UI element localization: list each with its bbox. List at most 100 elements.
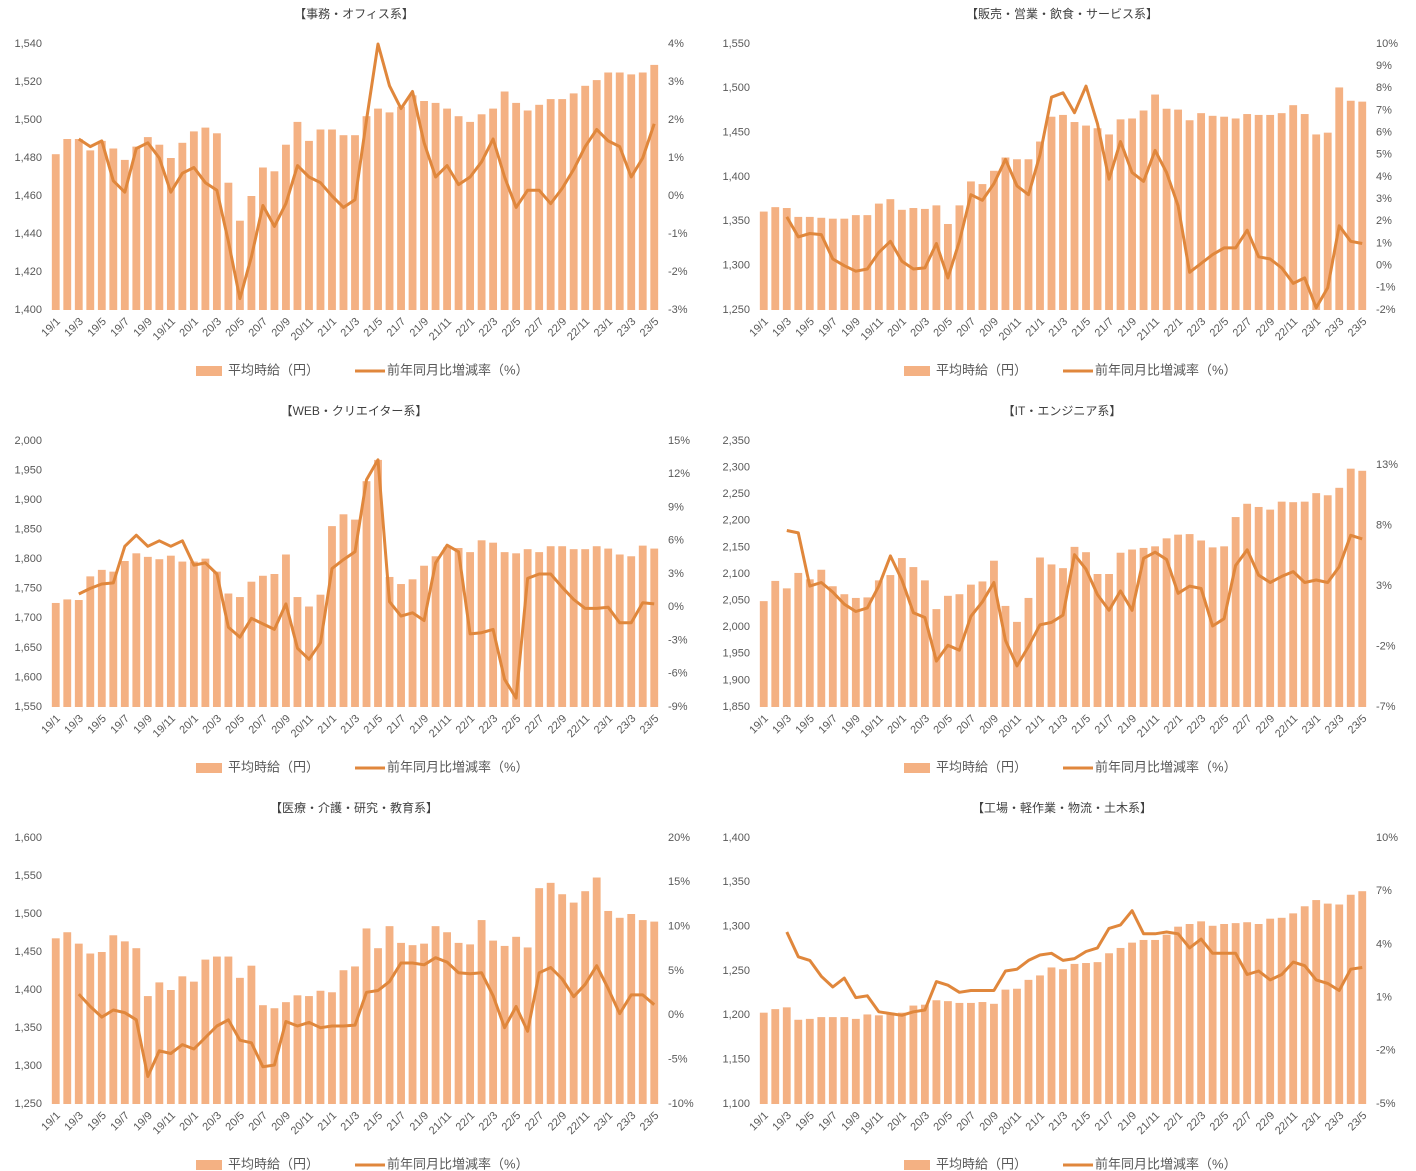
bar	[604, 72, 613, 310]
bar	[1151, 94, 1159, 310]
y-tick-label: 1,200	[722, 1009, 750, 1021]
bar	[863, 1014, 872, 1104]
bar	[627, 74, 636, 311]
bar	[155, 144, 164, 310]
y-tick-label: 1,600	[14, 671, 42, 683]
x-tick-label: 22/5	[1208, 713, 1232, 737]
bar	[581, 85, 590, 310]
x-tick-label: 20/3	[908, 1110, 932, 1134]
x-tick-label: 20/5	[931, 1110, 955, 1134]
bar	[1059, 568, 1067, 707]
y2-tick-label: 3%	[668, 76, 684, 88]
y-tick-label: 1,900	[14, 494, 42, 506]
bar	[1093, 962, 1102, 1104]
bar	[143, 996, 152, 1104]
bar	[1024, 979, 1033, 1104]
bar	[235, 220, 244, 310]
bar	[874, 1015, 883, 1104]
bar	[74, 943, 83, 1104]
bar	[1231, 118, 1240, 310]
bar	[86, 150, 95, 310]
y2-tick-label: -9%	[668, 701, 688, 713]
y-tick-label: 1,550	[722, 38, 750, 50]
bar	[328, 129, 336, 310]
x-tick-label: 23/3	[1323, 316, 1347, 340]
bar	[86, 576, 95, 707]
bar	[1197, 113, 1206, 310]
y-tick-label: 1,300	[722, 921, 750, 933]
bar	[1036, 557, 1044, 707]
bar	[431, 556, 440, 707]
bar	[1231, 923, 1240, 1104]
bar	[1024, 159, 1033, 310]
x-tick-label: 21/1	[316, 316, 340, 340]
bar	[443, 932, 451, 1104]
y-tick-label: 1,700	[14, 612, 42, 624]
x-tick-label: 20/1	[885, 316, 909, 340]
bar	[523, 549, 532, 707]
y2-tick-label: 9%	[1376, 60, 1392, 72]
bar	[897, 558, 906, 707]
bar	[1139, 939, 1148, 1104]
bar	[97, 140, 106, 310]
bar	[920, 1004, 929, 1104]
bar	[1208, 115, 1217, 310]
x-tick-label: 22/5	[500, 316, 524, 340]
line	[77, 42, 656, 301]
bar	[489, 940, 498, 1104]
bar	[828, 1017, 837, 1104]
bar	[1116, 119, 1125, 310]
bar	[909, 567, 918, 707]
bar	[224, 956, 233, 1104]
bar	[270, 574, 279, 707]
bar	[581, 891, 590, 1104]
x-tick-label: 20/11	[289, 713, 316, 740]
x-tick-label: 21/1	[316, 713, 340, 737]
x-tick-label: 23/3	[615, 316, 639, 340]
x-tick-label: 23/1	[592, 1110, 616, 1134]
bar	[189, 131, 198, 310]
bar	[109, 571, 118, 707]
bar	[1139, 110, 1148, 310]
y-tick-label: 2,300	[722, 462, 750, 474]
bar	[782, 1007, 791, 1104]
x-tick-label: 20/3	[908, 713, 932, 737]
x-tick-label: 19/5	[793, 713, 817, 737]
y-tick-label: 1,150	[722, 1054, 750, 1066]
bar	[1323, 903, 1332, 1104]
bar	[771, 580, 780, 707]
y-tick-label: 1,460	[14, 190, 42, 202]
y2-tick-label: 15%	[668, 435, 690, 447]
y-tick-label: 1,550	[14, 701, 42, 713]
bar	[1358, 470, 1367, 707]
bar	[759, 1012, 768, 1104]
x-tick-label: 21/11	[427, 1110, 454, 1137]
x-tick-label: 19/5	[85, 713, 109, 737]
bar	[886, 1012, 895, 1104]
bar	[650, 548, 659, 707]
x-tick-label: 22/7	[523, 713, 547, 737]
y-tick-label: 1,400	[722, 832, 750, 844]
bar	[51, 938, 60, 1104]
bar	[1105, 953, 1113, 1104]
x-tick-label: 22/3	[477, 713, 501, 737]
bar	[650, 64, 659, 311]
x-tick-label: 19/1	[747, 713, 771, 737]
bar	[1346, 468, 1355, 707]
x-tick-label: 20/3	[200, 1110, 224, 1134]
y-tick-label: 2,000	[14, 435, 42, 447]
bar	[132, 146, 141, 310]
x-tick-label: 19/11	[859, 316, 886, 343]
y-tick-label: 2,350	[722, 435, 750, 447]
x-tick-label: 20/7	[246, 713, 270, 737]
bar	[86, 953, 95, 1104]
chart-title: 【WEB・クリエイター系】	[281, 404, 428, 418]
bar	[224, 593, 233, 707]
bar	[638, 920, 647, 1104]
bar	[270, 1008, 279, 1104]
bar	[771, 1009, 780, 1104]
x-tick-label: 22/11	[1273, 713, 1300, 740]
x-tick-label: 19/1	[39, 316, 63, 340]
bar	[1105, 134, 1113, 310]
y-tick-label: 1,450	[722, 127, 750, 139]
